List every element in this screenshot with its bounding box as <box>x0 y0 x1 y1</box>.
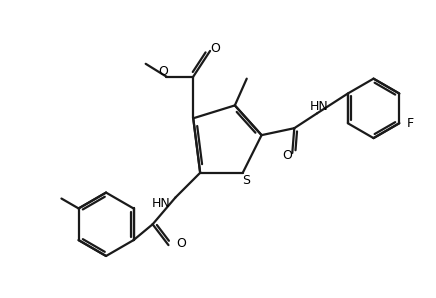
Text: O: O <box>210 42 220 55</box>
Text: S: S <box>242 174 250 187</box>
Text: F: F <box>407 117 414 130</box>
Text: O: O <box>159 65 168 78</box>
Text: O: O <box>177 237 186 250</box>
Text: HN: HN <box>310 100 328 113</box>
Text: O: O <box>283 149 292 162</box>
Text: HN: HN <box>152 197 170 210</box>
